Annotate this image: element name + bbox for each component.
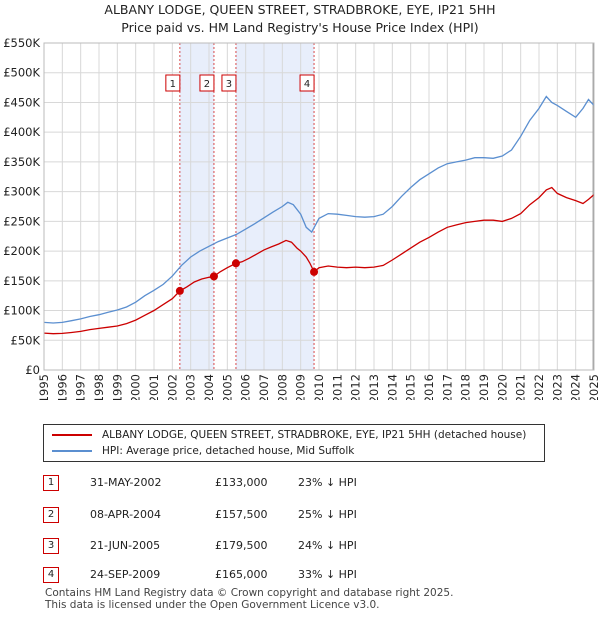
legend-label-price: ALBANY LODGE, QUEEN STREET, STRADBROKE, … xyxy=(102,429,527,441)
legend-label-hpi: HPI: Average price, detached house, Mid … xyxy=(102,445,355,457)
x-tick-label: 2009 xyxy=(294,374,308,400)
transaction-price: £179,500 xyxy=(215,539,268,552)
x-tick-label: 2017 xyxy=(440,374,454,400)
y-tick-label: £400K xyxy=(3,125,40,139)
x-tick-label: 2014 xyxy=(385,374,399,400)
x-tick-label: 2011 xyxy=(330,374,344,400)
x-tick-label: 1999 xyxy=(110,374,124,400)
transaction-badge: 2 xyxy=(43,507,59,523)
transaction-point xyxy=(209,272,218,281)
transaction-price: £165,000 xyxy=(215,568,268,581)
x-tick-label: 2016 xyxy=(422,374,436,400)
y-tick-label: £550K xyxy=(3,36,40,50)
table-row: 1 31-MAY-2002 £133,000 23% ↓ HPI xyxy=(43,475,403,493)
plot-frame xyxy=(43,42,595,371)
transaction-label: 3 xyxy=(221,74,237,92)
x-tick-label: 2003 xyxy=(184,374,198,400)
x-tick-label: 1997 xyxy=(74,374,88,400)
transaction-label-box xyxy=(165,74,181,92)
transaction-label-text: 1 xyxy=(170,79,176,90)
transaction-label: 2 xyxy=(199,74,215,92)
x-tick-label: 2022 xyxy=(532,374,546,400)
chart-subtitle: Price paid vs. HM Land Registry's House … xyxy=(121,20,479,35)
table-row: 2 08-APR-2004 £157,500 25% ↓ HPI xyxy=(43,507,403,525)
x-tick-label: 2006 xyxy=(239,374,253,400)
y-tick-label: £100K xyxy=(3,304,40,318)
series-line xyxy=(43,95,595,324)
transaction-point xyxy=(175,286,184,295)
transaction-badge: 1 xyxy=(43,475,59,491)
chart-legend: ALBANY LODGE, QUEEN STREET, STRADBROKE, … xyxy=(43,424,545,462)
transaction-badge: 4 xyxy=(43,567,59,583)
y-tick-label: £500K xyxy=(3,66,40,80)
x-tick-label: 2015 xyxy=(404,374,418,400)
x-tick-label: 2012 xyxy=(349,374,363,400)
x-tick-label: 2008 xyxy=(275,374,289,400)
transaction-badge: 3 xyxy=(43,538,59,554)
legend-swatch-hpi xyxy=(52,450,92,452)
x-tick-label: 2020 xyxy=(495,374,509,400)
series-line xyxy=(43,186,595,335)
x-tick-label: 2024 xyxy=(569,374,583,400)
x-tick-label: 2018 xyxy=(459,374,473,400)
transaction-point xyxy=(310,267,319,276)
x-tick-label: 1998 xyxy=(92,374,106,400)
chart-title: ALBANY LODGE, QUEEN STREET, STRADBROKE, … xyxy=(104,2,496,17)
x-tick-label: 2004 xyxy=(202,374,216,400)
x-tick-label: 1995 xyxy=(37,374,51,400)
transaction-date: 08-APR-2004 xyxy=(90,508,162,521)
x-tick-label: 2025 xyxy=(587,374,600,400)
transaction-label-box xyxy=(299,74,315,92)
y-tick-label: £450K xyxy=(3,95,40,109)
x-tick-label: 2019 xyxy=(477,374,491,400)
transaction-price: £133,000 xyxy=(215,476,268,489)
y-tick-label: £300K xyxy=(3,185,40,199)
x-tick-label: 2023 xyxy=(550,374,564,400)
x-tick-label: 2002 xyxy=(165,374,179,400)
y-tick-label: £150K xyxy=(3,274,40,288)
x-tick-label: 2001 xyxy=(147,374,161,400)
x-tick-label: 2005 xyxy=(220,374,234,400)
transaction-hpi-diff: 33% ↓ HPI xyxy=(298,568,357,581)
y-tick-label: £250K xyxy=(3,214,40,228)
transaction-point xyxy=(231,259,240,268)
shaded-period xyxy=(235,43,315,370)
footer-license: This data is licensed under the Open Gov… xyxy=(45,599,380,611)
x-tick-label: 2000 xyxy=(129,374,143,400)
shaded-period xyxy=(179,43,214,370)
x-tick-label: 2007 xyxy=(257,374,271,400)
price-chart: 1 2 3 4 £0 £50K £100K £150K £200K £250K £300K £350K… xyxy=(3,36,600,400)
y-tick-label: £200K xyxy=(3,244,40,258)
footer-copyright: Contains HM Land Registry data © Crown c… xyxy=(45,587,454,599)
transaction-hpi-diff: 24% ↓ HPI xyxy=(298,539,357,552)
legend-swatch-price xyxy=(52,434,92,436)
x-tick-label: 2013 xyxy=(367,374,381,400)
table-row: 3 21-JUN-2005 £179,500 24% ↓ HPI xyxy=(43,538,403,556)
transaction-label: 1 xyxy=(165,74,181,92)
x-tick-label: 1996 xyxy=(55,374,69,400)
transaction-hpi-diff: 23% ↓ HPI xyxy=(298,476,357,489)
footer: Contains HM Land Registry data © Crown c… xyxy=(45,587,453,611)
transaction-label: 4 xyxy=(299,74,315,92)
transaction-price: £157,500 xyxy=(215,508,268,521)
transaction-label-text: 4 xyxy=(304,79,310,90)
x-tick-label: 2021 xyxy=(514,374,528,400)
x-tick-label: 2010 xyxy=(312,374,326,400)
transaction-label-box xyxy=(199,74,215,92)
transaction-date: 24-SEP-2009 xyxy=(90,568,161,581)
transaction-label-box xyxy=(221,74,237,92)
y-tick-label: £350K xyxy=(3,155,40,169)
y-tick-label: £50K xyxy=(11,333,41,347)
transaction-date: 21-JUN-2005 xyxy=(90,539,161,552)
table-row: 4 24-SEP-2009 £165,000 33% ↓ HPI xyxy=(43,567,403,585)
transaction-hpi-diff: 25% ↓ HPI xyxy=(298,508,357,521)
legend-item-hpi: HPI: Average price, detached house, Mid … xyxy=(52,443,354,459)
transaction-date: 31-MAY-2002 xyxy=(90,476,162,489)
transaction-label-text: 3 xyxy=(226,79,232,90)
y-tick-label: £0 xyxy=(25,363,40,377)
legend-item-price: ALBANY LODGE, QUEEN STREET, STRADBROKE, … xyxy=(52,427,526,443)
transaction-label-text: 2 xyxy=(204,79,210,90)
